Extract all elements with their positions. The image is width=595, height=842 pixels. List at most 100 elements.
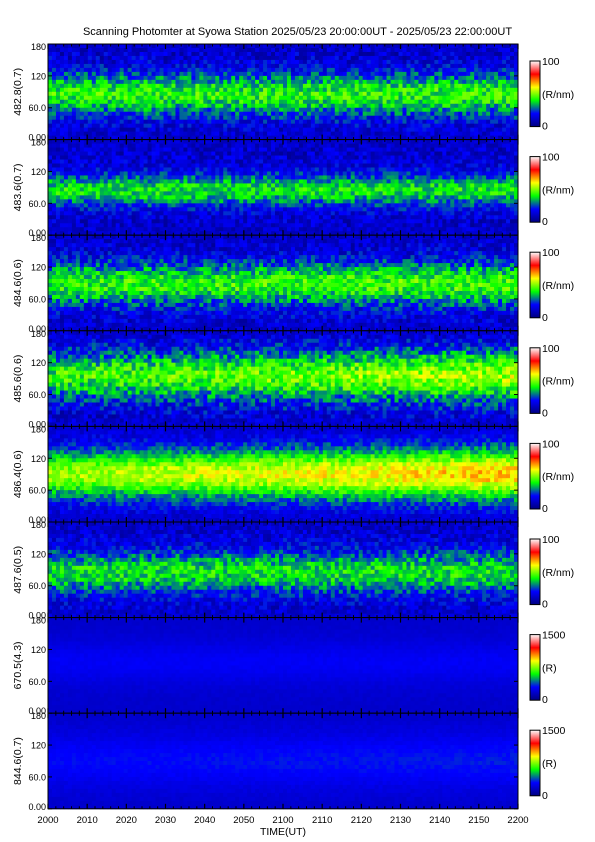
heatmap-cell	[291, 88, 295, 92]
heatmap-cell	[414, 84, 418, 88]
heatmap-cell	[191, 104, 195, 108]
heatmap-cell	[207, 215, 211, 219]
heatmap-cell	[430, 60, 434, 64]
heatmap-cell	[215, 160, 219, 164]
heatmap-cell	[259, 219, 263, 223]
heatmap-cell	[144, 112, 148, 116]
heatmap-cell	[275, 211, 279, 215]
heatmap-cell	[164, 96, 168, 100]
heatmap-cell	[279, 84, 283, 88]
heatmap-cell	[152, 203, 156, 207]
heatmap-cell	[76, 179, 80, 183]
heatmap-cell	[391, 56, 395, 60]
heatmap-cell	[275, 108, 279, 112]
heatmap-cell	[331, 80, 335, 84]
heatmap-cell	[295, 144, 299, 148]
heatmap-cell	[60, 60, 64, 64]
heatmap-cell	[259, 108, 263, 112]
heatmap-cell	[255, 88, 259, 92]
heatmap-cell	[195, 183, 199, 187]
heatmap-cell	[203, 104, 207, 108]
heatmap-cell	[442, 64, 446, 68]
heatmap-cell	[371, 227, 375, 231]
heatmap-cell	[410, 112, 414, 116]
heatmap-cell	[152, 215, 156, 219]
heatmap-cell	[331, 108, 335, 112]
heatmap-cell	[124, 203, 128, 207]
heatmap-cell	[112, 80, 116, 84]
heatmap-cell	[450, 84, 454, 88]
heatmap-cell	[375, 175, 379, 179]
heatmap-cell	[494, 100, 498, 104]
heatmap-cell	[52, 88, 56, 92]
heatmap-cell	[486, 80, 490, 84]
heatmap-cell	[363, 167, 367, 171]
heatmap-cell	[263, 144, 267, 148]
heatmap-cell	[474, 52, 478, 56]
heatmap-cell	[486, 56, 490, 60]
heatmap-cell	[506, 60, 510, 64]
heatmap-cell	[239, 199, 243, 203]
heatmap-cell	[92, 100, 96, 104]
heatmap-cell	[223, 167, 227, 171]
heatmap-cell	[291, 156, 295, 160]
heatmap-cell	[414, 48, 418, 52]
heatmap-cell	[175, 100, 179, 104]
heatmap-cell	[287, 120, 291, 124]
heatmap-cell	[351, 52, 355, 56]
heatmap-cell	[275, 227, 279, 231]
heatmap-cell	[132, 211, 136, 215]
heatmap-cell	[167, 183, 171, 187]
heatmap-cell	[295, 88, 299, 92]
heatmap-cell	[375, 108, 379, 112]
heatmap-cell	[160, 80, 164, 84]
heatmap-cell	[104, 76, 108, 80]
heatmap-cell	[466, 64, 470, 68]
heatmap-cell	[287, 148, 291, 152]
heatmap-cell	[363, 219, 367, 223]
heatmap-cell	[243, 92, 247, 96]
heatmap-cell	[231, 144, 235, 148]
heatmap-cell	[263, 64, 267, 68]
heatmap-cell	[243, 187, 247, 191]
heatmap-cell	[60, 132, 64, 136]
heatmap-cell	[331, 227, 335, 231]
heatmap-cell	[287, 80, 291, 84]
heatmap-cell	[52, 223, 56, 227]
heatmap-cell	[231, 48, 235, 52]
heatmap-cell	[207, 164, 211, 168]
heatmap-cell	[399, 68, 403, 72]
heatmap-cell	[319, 215, 323, 219]
heatmap-cell	[80, 219, 84, 223]
heatmap-cell	[179, 48, 183, 52]
heatmap-cell	[160, 112, 164, 116]
heatmap-cell	[227, 100, 231, 104]
heatmap-cell	[494, 76, 498, 80]
heatmap-cell	[84, 187, 88, 191]
heatmap-cell	[48, 80, 52, 84]
heatmap-cell	[243, 88, 247, 92]
heatmap-cell	[136, 179, 140, 183]
heatmap-cell	[187, 223, 191, 227]
heatmap-cell	[331, 88, 335, 92]
heatmap-cell	[167, 160, 171, 164]
heatmap-cell	[203, 227, 207, 231]
heatmap-cell	[116, 92, 120, 96]
heatmap-cell	[371, 183, 375, 187]
heatmap-cell	[195, 64, 199, 68]
heatmap-cell	[375, 144, 379, 148]
heatmap-cell	[486, 108, 490, 112]
heatmap-cell	[259, 116, 263, 120]
heatmap-cell	[52, 116, 56, 120]
heatmap-cell	[156, 88, 160, 92]
heatmap-cell	[299, 167, 303, 171]
heatmap-cell	[474, 116, 478, 120]
heatmap-cell	[195, 152, 199, 156]
heatmap-cell	[239, 60, 243, 64]
heatmap-cell	[339, 76, 343, 80]
heatmap-cell	[267, 156, 271, 160]
heatmap-cell	[120, 108, 124, 112]
heatmap-cell	[175, 175, 179, 179]
heatmap-cell	[175, 144, 179, 148]
heatmap-cell	[203, 167, 207, 171]
